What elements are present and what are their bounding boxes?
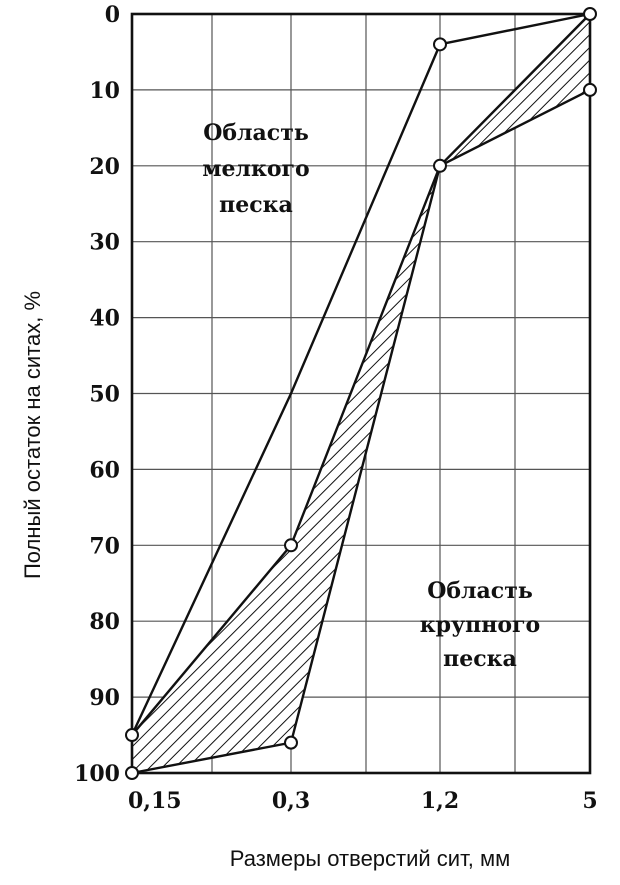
series-line-2 bbox=[131, 88, 591, 775]
markers bbox=[125, 7, 597, 780]
plot-frame bbox=[130, 12, 592, 775]
series-line-3 bbox=[131, 13, 591, 736]
tick-labels: 0 10 20 30 40 50 60 70 80 90 100 0,15 0,3 1,2 5 bbox=[74, 2, 598, 814]
region-label-line: крупного bbox=[420, 612, 540, 638]
series-line-1 bbox=[130, 12, 591, 736]
y-tick-label: 30 bbox=[89, 230, 120, 256]
y-axis-label: Полный остаток на ситах, % bbox=[20, 291, 45, 579]
x-tick-label: 0,15 bbox=[128, 788, 182, 814]
region-label-line: Область bbox=[427, 578, 533, 604]
data-marker bbox=[284, 538, 298, 553]
hatched-band bbox=[132, 14, 590, 773]
y-tick-label: 90 bbox=[89, 685, 120, 711]
y-tick-label: 40 bbox=[89, 306, 120, 332]
region-label-line: Область bbox=[203, 120, 309, 146]
data-marker bbox=[125, 766, 139, 780]
data-marker bbox=[583, 7, 597, 21]
data-marker bbox=[583, 82, 597, 97]
region-label-line: песка bbox=[219, 192, 293, 218]
axes bbox=[130, 12, 592, 775]
band-hatch bbox=[132, 14, 590, 773]
region-label-line: песка bbox=[443, 646, 517, 672]
y-tick-label: 0 bbox=[105, 2, 120, 28]
y-tick-label: 80 bbox=[89, 609, 120, 635]
y-tick-label: 10 bbox=[89, 78, 120, 104]
data-marker bbox=[284, 735, 298, 750]
fine-sand-region-label: Область мелкого песка bbox=[202, 120, 309, 218]
data-marker bbox=[433, 158, 447, 173]
x-tick-label: 5 bbox=[582, 788, 597, 814]
x-axis-label: Размеры отверстий сит, мм bbox=[230, 846, 510, 871]
data-marker bbox=[433, 37, 447, 52]
y-tick-label: 60 bbox=[89, 457, 120, 483]
data-marker bbox=[125, 728, 139, 743]
coarse-sand-region-label: Область крупного песка bbox=[420, 578, 540, 672]
y-tick-label: 100 bbox=[74, 761, 120, 787]
region-label-line: мелкого bbox=[202, 156, 309, 182]
x-tick-label: 1,2 bbox=[421, 788, 459, 814]
y-tick-label: 50 bbox=[89, 382, 120, 408]
x-tick-label: 0,3 bbox=[272, 788, 310, 814]
series-lines bbox=[130, 12, 591, 775]
y-tick-label: 20 bbox=[89, 154, 120, 180]
y-tick-label: 70 bbox=[89, 533, 120, 559]
